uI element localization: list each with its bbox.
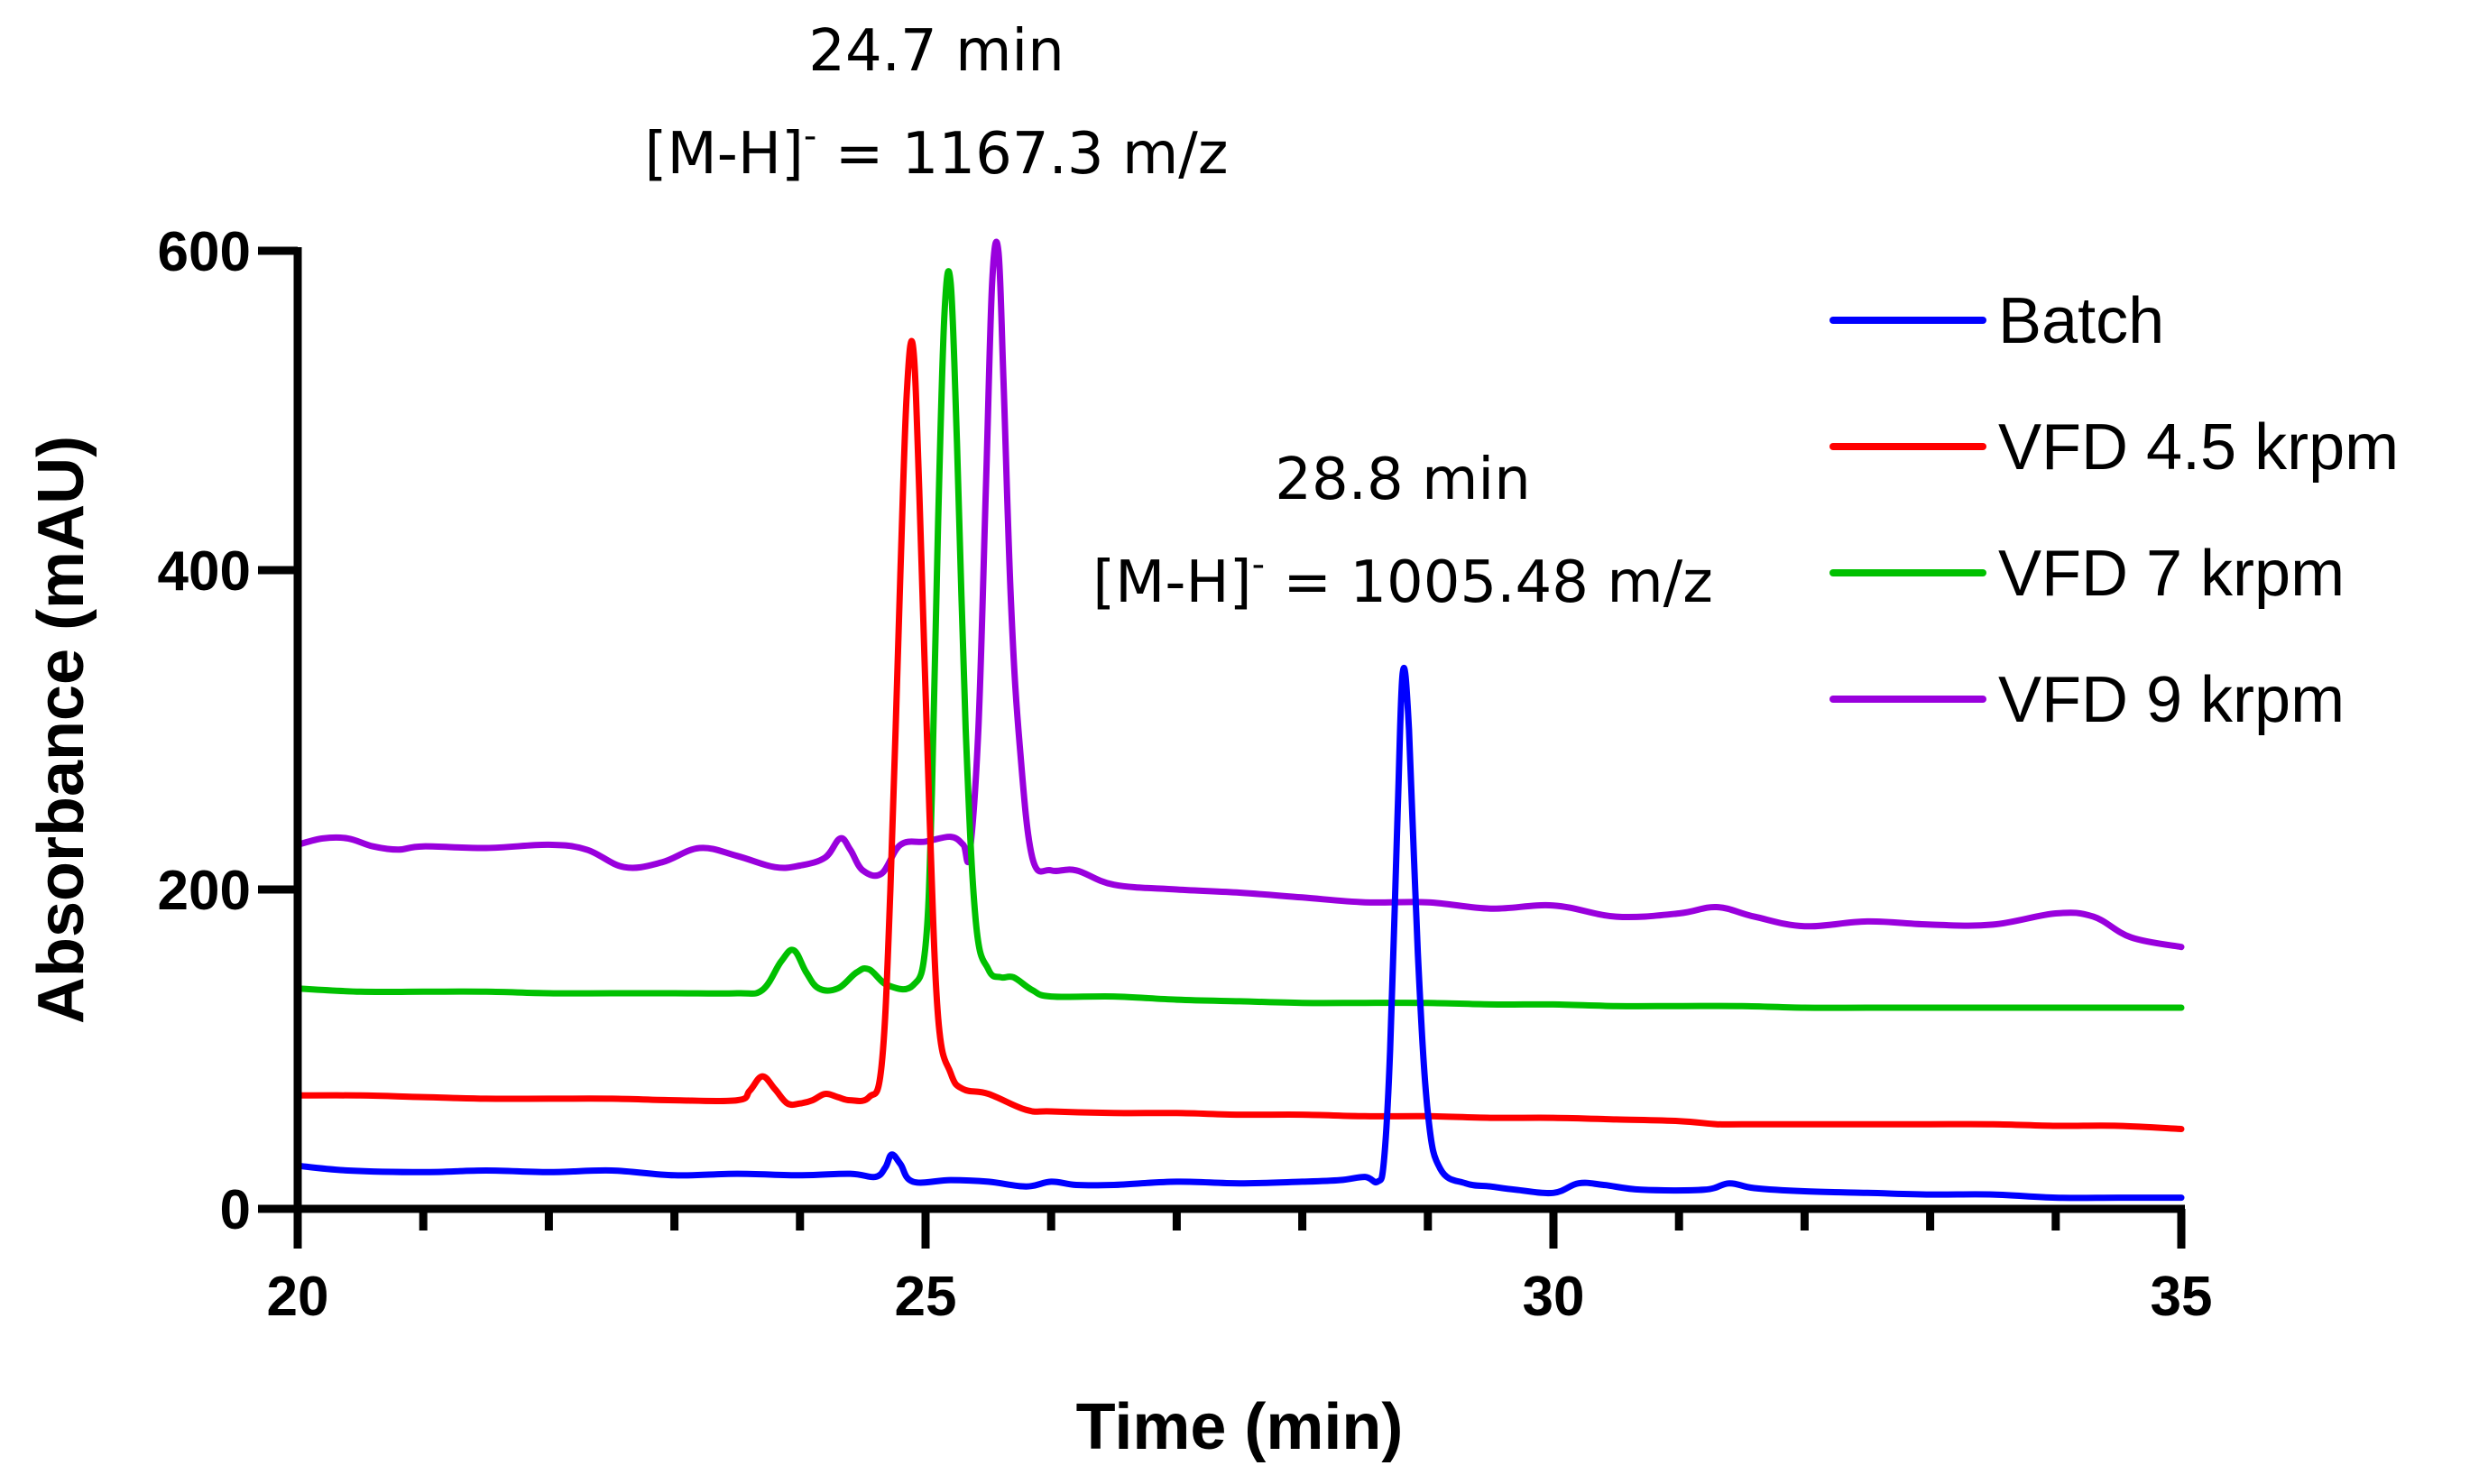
series-line-vfd-9-krpm — [294, 238, 2185, 951]
series-line-vfd-7-krpm — [294, 268, 2185, 1011]
legend-label: VFD 7 krpm — [1998, 538, 2345, 610]
x-tick-label: 20 — [267, 1266, 329, 1328]
x-tick-label: 25 — [895, 1266, 957, 1328]
y-tick-label: 200 — [158, 860, 251, 922]
x-axis-title: Time (min) — [1076, 1391, 1404, 1463]
annotations: 24.7 min [M-H]- = 1167.3 m/z 28.8 min [M-H]… — [645, 18, 1713, 616]
peak-annotation: 24.7 min [M-H]- = 1167.3 m/z — [645, 18, 1229, 188]
peak-annotation: 28.8 min [M-H]- = 1005.48 m/z — [1092, 447, 1713, 616]
peak-mass-label: [M-H]- = 1167.3 m/z — [645, 115, 1229, 188]
y-tick-label: 600 — [158, 221, 251, 283]
series-layer — [294, 238, 2185, 1202]
legend: Batch VFD 4.5 krpm VFD 7 krpm VFD 9 krpm — [1829, 285, 2399, 736]
series-line-batch — [294, 664, 2185, 1202]
x-tick-label: 30 — [1523, 1266, 1585, 1328]
y-axis-title: Absorbance (mAU) — [25, 436, 97, 1024]
legend-label: Batch — [1998, 285, 2164, 357]
peak-time-label: 28.8 min — [1275, 447, 1531, 513]
axes — [293, 247, 2185, 1213]
legend-label: VFD 4.5 krpm — [1998, 411, 2399, 484]
series-line-vfd-4-5-krpm — [294, 337, 2185, 1132]
x-tick-label: 35 — [2151, 1266, 2213, 1328]
ticks: 20 25 30 35 0 200 400 600 — [158, 221, 2213, 1328]
legend-label: VFD 9 krpm — [1998, 664, 2345, 736]
peak-mass-label: [M-H]- = 1005.48 m/z — [1092, 544, 1713, 616]
y-tick-label: 400 — [158, 540, 251, 603]
y-tick-label: 0 — [220, 1179, 251, 1241]
peak-time-label: 24.7 min — [808, 18, 1064, 85]
